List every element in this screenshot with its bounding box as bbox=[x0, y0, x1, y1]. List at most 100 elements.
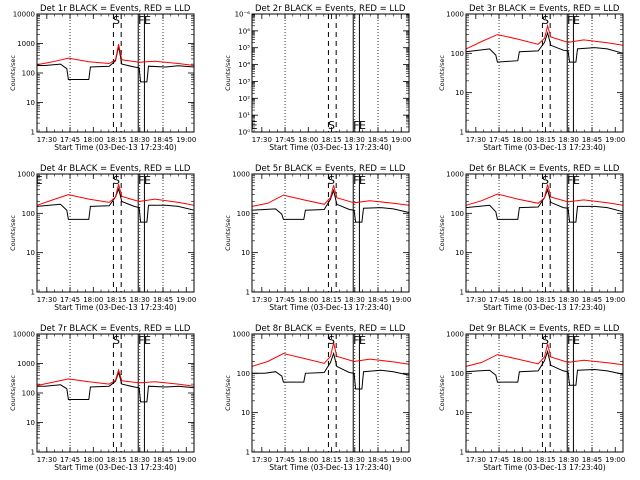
y-tick-label: 100 bbox=[451, 370, 464, 378]
x-tick-label: 18:00 bbox=[512, 456, 532, 464]
events-series-line bbox=[252, 351, 410, 390]
y-tick-label: 1000 bbox=[17, 171, 35, 179]
events-series-line bbox=[37, 370, 195, 403]
plot-frame bbox=[36, 13, 195, 133]
panel-7: Det 7r BLACK = Events, RED = LLD 1 10 100 10… bbox=[9, 324, 196, 472]
x-tick-label: 18:30 bbox=[345, 456, 365, 464]
marker-label-e: E bbox=[359, 334, 366, 347]
x-axis-label: Start Time (03-Dec-13 17:23:40) bbox=[54, 143, 176, 152]
panel-5: Det 5r BLACK = Events, RED = LLD 1 10 100 10… bbox=[224, 164, 411, 312]
plot-frame bbox=[251, 173, 410, 293]
x-tick-label: 18:30 bbox=[345, 296, 365, 304]
x-tick-label: 18:45 bbox=[153, 136, 173, 144]
lld-series-line bbox=[465, 23, 624, 50]
y-tick-label: 10000 bbox=[13, 331, 35, 339]
panel-title: Det 9r BLACK = Events, RED = LLD bbox=[469, 324, 620, 334]
x-tick-label: 18:15 bbox=[106, 296, 126, 304]
y-tick-label: 10 bbox=[26, 249, 35, 257]
y-tick-label: 1 bbox=[460, 289, 464, 297]
y-axis-label: Counts/sec bbox=[438, 55, 446, 91]
x-tick-label: 17:45 bbox=[489, 136, 509, 144]
plot-frame bbox=[36, 333, 195, 453]
x-tick-label: 19:00 bbox=[176, 456, 196, 464]
y-tick-label: 1000 bbox=[17, 360, 35, 368]
marker-label-e: E bbox=[144, 334, 151, 347]
events-series-line bbox=[465, 31, 624, 63]
x-tick-label: 17:45 bbox=[275, 296, 295, 304]
panel-2: Det 2r BLACK = Events, RED = LLD 10⁰ 10¹ 10… bbox=[224, 4, 411, 152]
x-tick-label: 17:30 bbox=[466, 456, 486, 464]
x-tick-label: 18:15 bbox=[535, 136, 555, 144]
y-tick-label: 100 bbox=[451, 50, 464, 58]
x-tick-label: 18:45 bbox=[368, 456, 388, 464]
x-axis-label: Start Time (03-Dec-13 17:23:40) bbox=[269, 303, 391, 312]
x-tick-label: 17:30 bbox=[37, 136, 57, 144]
y-tick-label: 1000 bbox=[446, 11, 464, 19]
y-tick-label: 1000 bbox=[232, 331, 250, 339]
marker-label-s: S bbox=[542, 334, 549, 347]
marker-label-f: F bbox=[138, 334, 144, 347]
y-tick-label: 1000 bbox=[17, 40, 35, 48]
y-tick-label: 10 bbox=[26, 99, 35, 107]
marker-label-e: E bbox=[251, 119, 258, 132]
x-tick-label: 18:45 bbox=[582, 296, 602, 304]
plot-frame bbox=[36, 173, 195, 293]
x-tick-label: 18:00 bbox=[83, 456, 103, 464]
y-tick-label: 1 bbox=[31, 289, 35, 297]
y-tick-label: 10 bbox=[455, 89, 464, 97]
lld-series-line bbox=[251, 342, 410, 367]
marker-label-s: S bbox=[328, 174, 335, 187]
x-tick-label: 17:30 bbox=[252, 136, 272, 144]
lld-series-line bbox=[36, 44, 195, 66]
x-tick-label: 19:00 bbox=[605, 136, 625, 144]
panel-6: Det 6r BLACK = Events, RED = LLD 1 10 100 10… bbox=[438, 164, 625, 312]
marker-label-e: E bbox=[359, 174, 366, 187]
lld-series-line bbox=[36, 368, 195, 387]
y-tick-label: 10⁴ bbox=[238, 61, 250, 69]
panel-1: Det 1r BLACK = Events, RED = LLD 1 10 100 10… bbox=[9, 4, 196, 152]
y-tick-label: 1 bbox=[246, 449, 250, 457]
x-tick-label: 18:30 bbox=[559, 456, 579, 464]
x-axis-label: Start Time (03-Dec-13 17:23:40) bbox=[269, 143, 391, 152]
x-tick-label: 18:15 bbox=[321, 456, 341, 464]
marker-label-f: F bbox=[567, 14, 573, 27]
y-tick-label: 10 bbox=[241, 409, 250, 417]
x-tick-label: 18:45 bbox=[368, 296, 388, 304]
y-tick-label: 1 bbox=[460, 449, 464, 457]
marker-label-f: F bbox=[138, 174, 144, 187]
x-tick-label: 19:00 bbox=[391, 456, 411, 464]
panel-title: Det 5r BLACK = Events, RED = LLD bbox=[255, 164, 406, 174]
marker-label-f: F bbox=[353, 119, 359, 132]
events-series-line bbox=[465, 188, 624, 223]
lld-series-line bbox=[465, 184, 624, 206]
y-tick-label: 1000 bbox=[446, 171, 464, 179]
x-tick-label: 18:00 bbox=[83, 136, 103, 144]
y-axis-label: Counts/sec bbox=[438, 215, 446, 251]
marker-label-s: S bbox=[113, 14, 120, 27]
marker-label-s: S bbox=[113, 334, 120, 347]
y-tick-label: 100 bbox=[22, 390, 35, 398]
panel-title: Det 8r BLACK = Events, RED = LLD bbox=[255, 324, 406, 334]
x-tick-label: 18:00 bbox=[298, 136, 318, 144]
x-tick-label: 17:45 bbox=[60, 296, 80, 304]
x-tick-label: 18:15 bbox=[106, 456, 126, 464]
x-tick-label: 18:30 bbox=[345, 136, 365, 144]
x-tick-label: 18:30 bbox=[130, 296, 150, 304]
marker-label-e: E bbox=[573, 334, 580, 347]
x-tick-label: 17:45 bbox=[489, 296, 509, 304]
y-tick-label: 10 bbox=[455, 409, 464, 417]
x-tick-label: 18:15 bbox=[535, 296, 555, 304]
panel-4: Det 4r BLACK = Events, RED = LLD 1 10 100 10… bbox=[9, 164, 196, 312]
panel-title: Det 6r BLACK = Events, RED = LLD bbox=[469, 164, 620, 174]
x-tick-label: 18:15 bbox=[535, 456, 555, 464]
marker-label-s: S bbox=[542, 174, 549, 187]
marker-label-s: S bbox=[542, 14, 549, 27]
x-axis-label: Start Time (03-Dec-13 17:23:40) bbox=[483, 143, 605, 152]
x-tick-label: 18:00 bbox=[298, 456, 318, 464]
panel-title: Det 1r BLACK = Events, RED = LLD bbox=[40, 4, 191, 14]
x-tick-label: 17:45 bbox=[275, 456, 295, 464]
y-axis-label: Counts/sec bbox=[9, 215, 17, 251]
y-tick-label: 100 bbox=[237, 210, 250, 218]
x-axis-label: Start Time (03-Dec-13 17:23:40) bbox=[54, 303, 176, 312]
